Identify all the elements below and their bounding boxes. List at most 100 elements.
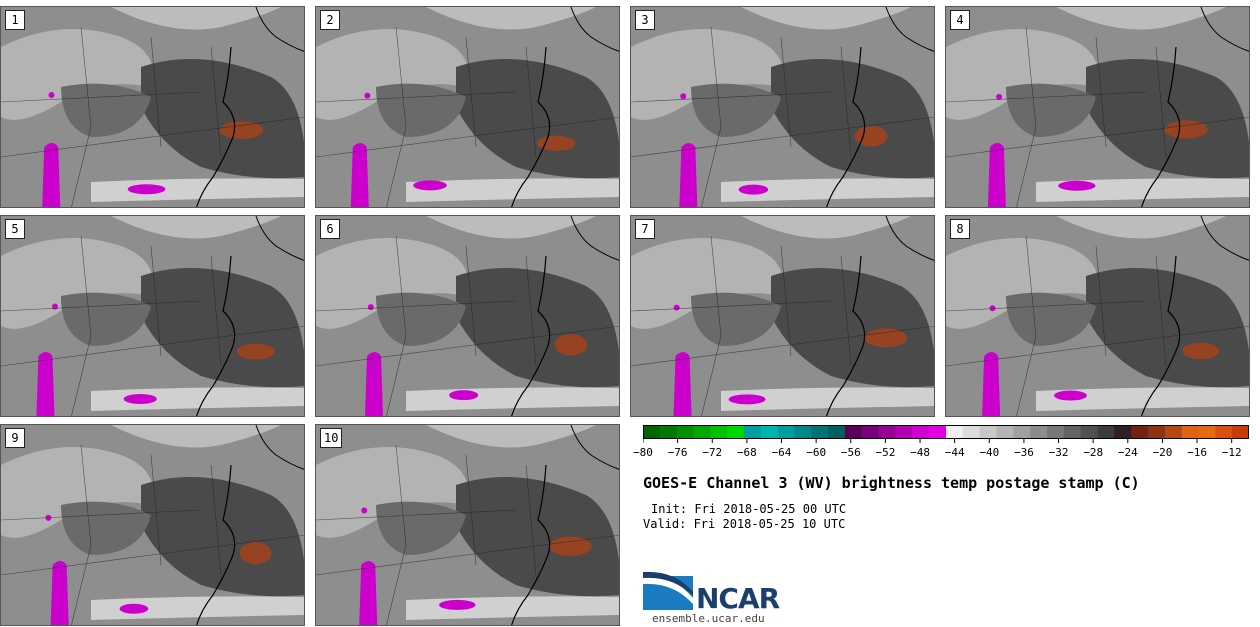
colorbar-swatch bbox=[962, 425, 981, 439]
coastline bbox=[511, 46, 551, 207]
dry-region bbox=[771, 59, 934, 179]
colorbar-swatch bbox=[676, 425, 694, 439]
dry-region bbox=[771, 268, 934, 388]
cold-cloud-top bbox=[50, 561, 69, 625]
colorbar-swatch bbox=[1198, 425, 1216, 439]
moist-band bbox=[741, 216, 911, 239]
cold-cloud-top bbox=[679, 143, 698, 207]
moist-band bbox=[1, 29, 153, 120]
colorbar-tick-label: −60 bbox=[806, 446, 827, 459]
moist-band bbox=[721, 178, 934, 202]
coastline bbox=[570, 216, 619, 261]
state-borders bbox=[1, 26, 304, 207]
cold-cloud-top bbox=[673, 304, 680, 311]
moist-band bbox=[721, 387, 934, 411]
water-vapor-map bbox=[946, 216, 1249, 416]
postage-stamp-panel-9: 9 bbox=[0, 424, 305, 626]
moist-band bbox=[1, 238, 153, 329]
colorbar-swatch bbox=[912, 425, 930, 439]
cold-cloud-top bbox=[738, 184, 769, 195]
panel-number-label: 3 bbox=[635, 10, 655, 30]
colorbar-tick-label: −52 bbox=[875, 446, 896, 459]
colorbar-tick-label: −28 bbox=[1083, 446, 1104, 459]
warm-dry-spot bbox=[549, 536, 592, 557]
cold-cloud-top bbox=[127, 184, 166, 195]
moist-band bbox=[316, 447, 468, 538]
postage-stamp-panel-4: 4 bbox=[945, 6, 1250, 208]
colorbar-tick-label: −64 bbox=[771, 446, 792, 459]
cold-cloud-top bbox=[36, 352, 55, 416]
colorbar-tick-label: −80 bbox=[633, 446, 653, 459]
water-vapor-map bbox=[631, 7, 934, 207]
colorbar-swatch bbox=[861, 425, 880, 439]
coastline bbox=[885, 216, 934, 261]
colorbar-swatch bbox=[710, 425, 728, 439]
colorbar-swatch bbox=[1215, 425, 1233, 439]
colorbar-swatch bbox=[996, 425, 1014, 439]
colorbar-swatch bbox=[878, 425, 896, 439]
panel-number-label: 1 bbox=[5, 10, 25, 30]
coastline bbox=[511, 464, 551, 625]
coastline bbox=[196, 46, 236, 207]
cold-cloud-top bbox=[1058, 180, 1096, 191]
ncar-logo-icon bbox=[643, 571, 693, 610]
moist-band bbox=[631, 29, 783, 120]
postage-stamp-panel-8: 8 bbox=[945, 215, 1250, 417]
colorbar-swatch bbox=[777, 425, 795, 439]
water-vapor-map bbox=[946, 7, 1249, 207]
colorbar-swatch bbox=[1148, 425, 1166, 439]
water-vapor-map bbox=[1, 425, 304, 625]
cold-cloud-top bbox=[728, 394, 766, 405]
water-vapor-map bbox=[1, 216, 304, 416]
colorbar-swatch bbox=[1164, 425, 1183, 439]
dry-region bbox=[456, 477, 619, 597]
colorbar-swatch bbox=[1063, 425, 1082, 439]
colorbar-swatch bbox=[1181, 425, 1199, 439]
cold-cloud-top bbox=[680, 93, 687, 100]
panel-number-label: 6 bbox=[320, 219, 340, 239]
water-vapor-map bbox=[1, 7, 304, 207]
moist-band bbox=[741, 7, 911, 30]
dry-region bbox=[376, 501, 466, 555]
ensemble-url: ensemble.ucar.edu bbox=[652, 612, 765, 625]
moist-band bbox=[91, 387, 304, 411]
cold-cloud-top bbox=[123, 393, 157, 404]
colorbar-swatch bbox=[845, 425, 863, 439]
cold-cloud-top bbox=[367, 304, 374, 311]
state-borders bbox=[316, 26, 619, 207]
state-borders bbox=[316, 444, 619, 625]
coastline bbox=[1141, 255, 1181, 416]
cold-cloud-top bbox=[1054, 390, 1087, 401]
colorbar-tick-label: −20 bbox=[1152, 446, 1173, 459]
warm-dry-spot bbox=[219, 121, 264, 139]
postage-stamp-panel-5: 5 bbox=[0, 215, 305, 417]
cold-cloud-top bbox=[364, 92, 371, 99]
warm-dry-spot bbox=[237, 343, 275, 360]
warm-dry-spot bbox=[1182, 342, 1220, 360]
colorbar-swatch bbox=[929, 425, 947, 439]
colorbar-swatch bbox=[643, 425, 661, 439]
panel-number-label: 10 bbox=[320, 428, 343, 448]
coastline bbox=[196, 464, 236, 625]
colorbar-tick-label: −40 bbox=[979, 446, 1000, 459]
dry-region bbox=[61, 83, 151, 137]
coastline bbox=[255, 216, 304, 261]
moist-band bbox=[631, 238, 783, 329]
dry-region bbox=[376, 292, 466, 346]
moist-band bbox=[111, 425, 281, 448]
state-borders bbox=[1, 444, 304, 625]
colorbar-tick-label: −12 bbox=[1221, 446, 1242, 459]
moist-band bbox=[1036, 387, 1249, 411]
moist-band bbox=[1, 447, 153, 538]
coastline bbox=[255, 425, 304, 470]
postage-stamp-panel-10: 10 bbox=[315, 424, 620, 626]
moist-band bbox=[426, 425, 596, 448]
colorbar-swatch bbox=[1114, 425, 1132, 439]
moist-band bbox=[426, 216, 596, 239]
coastline bbox=[885, 7, 934, 52]
colorbar-tick-label: −76 bbox=[667, 446, 688, 459]
colorbar-swatch bbox=[794, 425, 812, 439]
coastline bbox=[570, 425, 619, 470]
state-borders bbox=[631, 235, 934, 416]
cold-cloud-top bbox=[350, 143, 369, 207]
